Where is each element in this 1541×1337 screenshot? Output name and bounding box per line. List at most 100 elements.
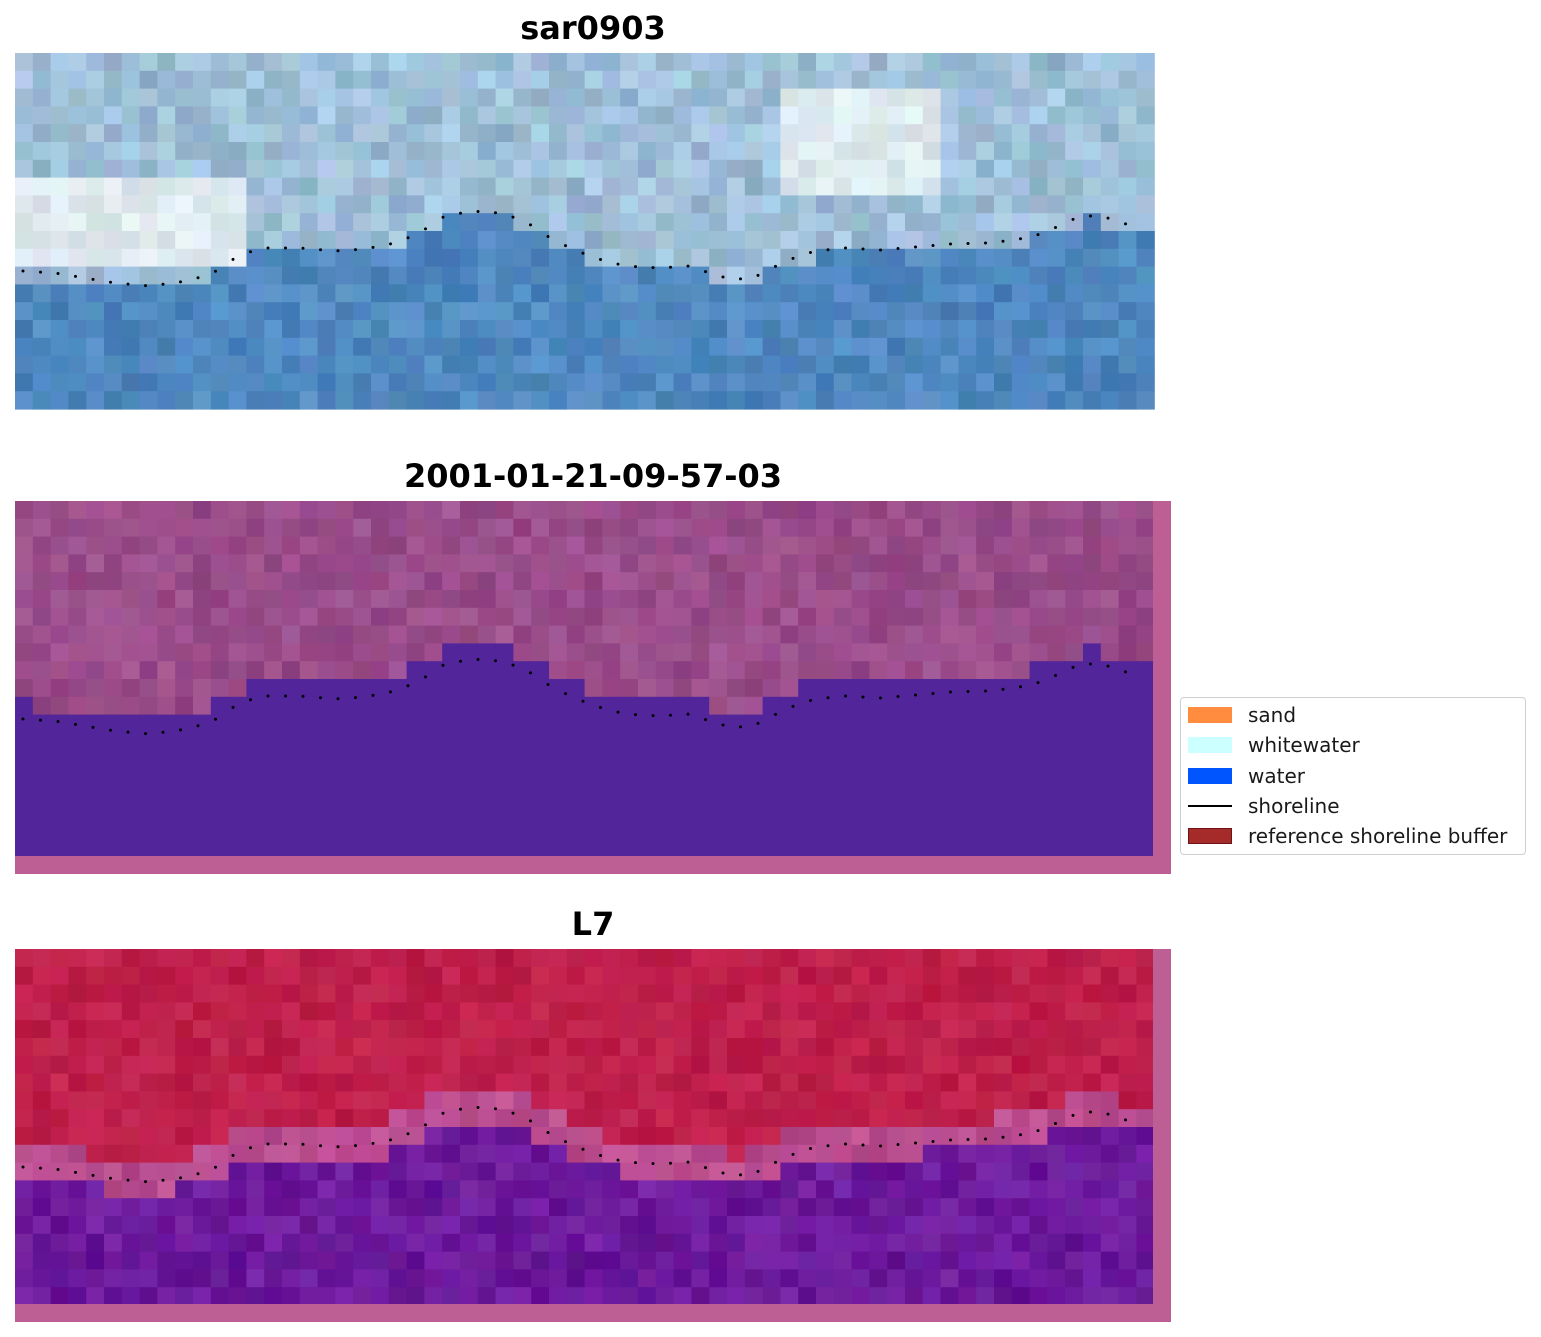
pixel-cell xyxy=(353,1198,372,1217)
pixel-cell xyxy=(406,1002,425,1021)
pixel-cell xyxy=(264,643,283,662)
shoreline-point xyxy=(704,270,707,274)
pixel-cell xyxy=(709,572,728,591)
pixel-cell xyxy=(584,661,603,680)
pixel-cell xyxy=(86,590,105,609)
pixel-cell xyxy=(32,231,52,250)
shoreline-point xyxy=(301,1142,305,1146)
pixel-cell xyxy=(1118,590,1137,609)
pixel-cell xyxy=(1136,554,1155,573)
pixel-cell xyxy=(193,1233,212,1253)
pixel-cell xyxy=(442,536,461,555)
pixel-cell xyxy=(246,1144,265,1164)
pixel-cell xyxy=(50,1109,69,1128)
pixel-cell xyxy=(1065,1091,1084,1110)
pixel-cell xyxy=(566,1216,586,1235)
pixel-cell xyxy=(335,625,354,644)
pixel-cell xyxy=(851,625,870,644)
pixel-cell xyxy=(210,53,230,72)
pixel-cell xyxy=(566,518,586,538)
pixel-cell xyxy=(584,53,603,72)
pixel-cell xyxy=(246,750,265,769)
pixel-cell xyxy=(1047,785,1066,805)
pixel-cell xyxy=(762,607,781,627)
pixel-cell xyxy=(851,106,870,125)
pixel-cell xyxy=(86,1091,105,1110)
pixel-cell xyxy=(816,839,835,858)
pixel-cell xyxy=(513,607,532,627)
pixel-cell xyxy=(655,1233,675,1253)
pixel-cell xyxy=(299,1020,319,1039)
pixel-cell xyxy=(15,643,34,662)
pixel-cell xyxy=(1083,536,1102,555)
pixel-cell xyxy=(1065,643,1084,662)
pixel-cell xyxy=(317,284,336,303)
pixel-cell xyxy=(264,1144,283,1164)
pixel-cell xyxy=(869,1216,888,1235)
pixel-cell xyxy=(1083,320,1102,339)
pixel-cell xyxy=(495,1269,514,1288)
pixel-cell xyxy=(513,966,532,986)
pixel-cell xyxy=(264,142,283,161)
pixel-cell xyxy=(887,284,906,303)
pixel-cell xyxy=(68,231,87,250)
pixel-cell xyxy=(317,1002,336,1021)
pixel-cell xyxy=(228,696,247,716)
pixel-cell xyxy=(620,1127,639,1146)
pixel-cell xyxy=(566,643,586,662)
pixel-cell xyxy=(851,1251,870,1270)
pixel-cell xyxy=(228,785,247,805)
pixel-cell xyxy=(193,949,212,968)
pixel-cell xyxy=(32,391,52,410)
pixel-cell xyxy=(353,1002,372,1021)
pixel-cell xyxy=(566,1055,586,1075)
pixel-cell xyxy=(940,1269,959,1288)
pixel-cell xyxy=(246,373,265,392)
pixel-cell xyxy=(922,231,942,250)
pixel-cell xyxy=(388,572,408,591)
pixel-cell xyxy=(655,501,675,520)
pixel-cell xyxy=(193,88,212,107)
pixel-cell xyxy=(727,572,746,591)
pixel-cell xyxy=(584,1144,603,1164)
pixel-cell xyxy=(994,302,1013,321)
pixel-cell xyxy=(121,1144,141,1164)
pixel-cell xyxy=(869,373,888,392)
pixel-cell xyxy=(584,696,603,716)
pixel-cell xyxy=(86,696,105,716)
pixel-cell xyxy=(210,1162,230,1181)
pixel-cell xyxy=(15,284,34,303)
pixel-cell xyxy=(121,1287,141,1306)
pixel-cell xyxy=(193,124,212,143)
pixel-cell xyxy=(1047,1127,1066,1146)
pixel-cell xyxy=(833,302,853,321)
pixel-cell xyxy=(922,1287,942,1306)
pixel-cell xyxy=(86,768,105,787)
pixel-cell xyxy=(353,572,372,591)
pixel-cell xyxy=(922,714,942,733)
pixel-cell xyxy=(477,1216,497,1235)
pixel-cell xyxy=(424,337,443,357)
pixel-cell xyxy=(798,1287,817,1306)
pixel-cell xyxy=(210,88,230,107)
pixel-cell xyxy=(424,1198,443,1217)
pixel-cell xyxy=(673,124,692,143)
pixel-cell xyxy=(15,124,34,143)
pixel-cell xyxy=(976,966,995,986)
shoreline-point xyxy=(844,694,847,698)
pixel-cell xyxy=(691,1144,710,1164)
pixel-cell xyxy=(655,1251,675,1270)
pixel-cell xyxy=(1083,785,1102,805)
pixel-cell xyxy=(833,1020,853,1039)
pixel-cell xyxy=(1136,501,1155,520)
pixel-cell xyxy=(1100,949,1120,968)
pixel-cell xyxy=(1011,391,1031,410)
pixel-cell xyxy=(994,949,1013,968)
pixel-cell xyxy=(104,1144,123,1164)
pixel-cell xyxy=(1047,337,1066,357)
pixel-cell xyxy=(264,554,283,573)
pixel-cell xyxy=(175,1038,194,1057)
pixel-cell xyxy=(638,607,657,627)
pixel-cell xyxy=(851,88,870,107)
pixel-cell xyxy=(762,1002,781,1021)
